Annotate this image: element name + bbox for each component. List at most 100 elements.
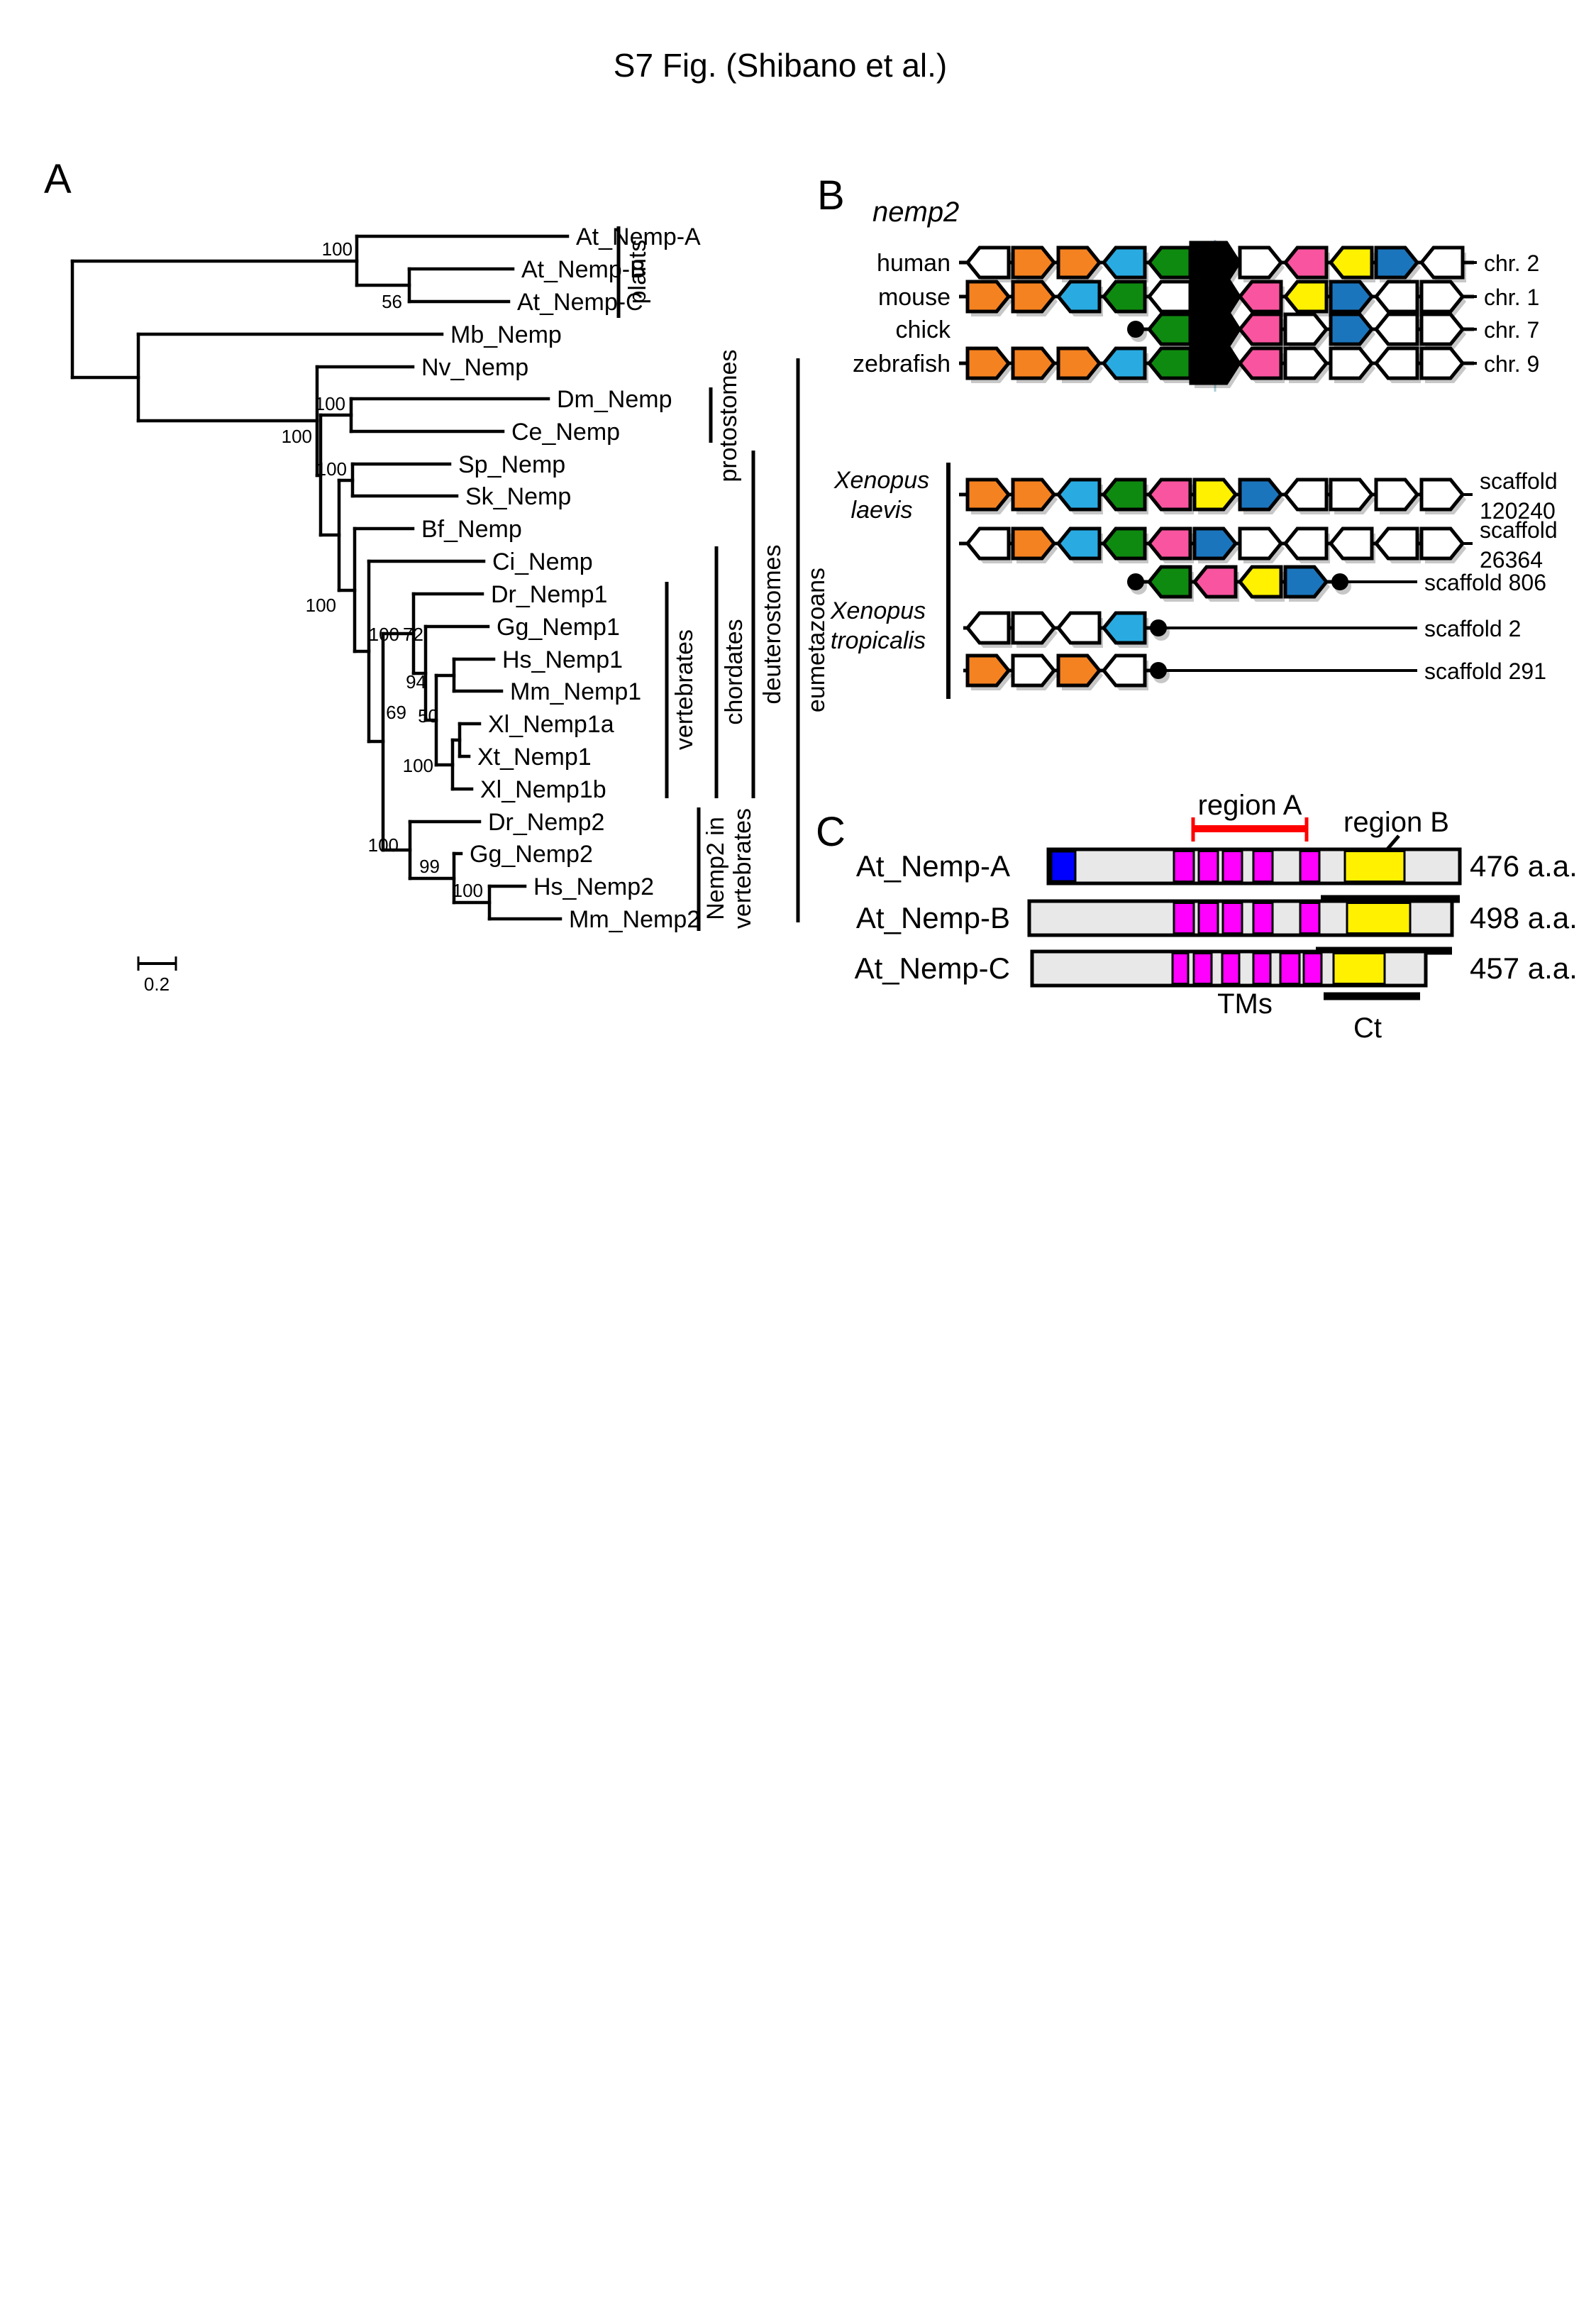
taxon-label: Dm_Nemp — [557, 386, 672, 413]
species-name-italic: tropicalis — [831, 627, 926, 654]
gene-arrow-green — [1146, 346, 1192, 380]
gene-end-dot — [1127, 321, 1144, 338]
taxon-label: Dr_Nemp1 — [491, 581, 607, 608]
gene-arrow-blue — [1374, 246, 1420, 280]
gene-arrow-yellow — [1237, 565, 1283, 599]
gene-arrow-white — [1283, 346, 1329, 380]
protein-name: At_Nemp-B — [856, 901, 1010, 934]
bootstrap-value: 100 — [322, 238, 353, 260]
taxon-label: Xl_Nemp1a — [488, 711, 614, 738]
tm-stripe — [1299, 902, 1321, 934]
gene-arrow-pink — [1237, 280, 1283, 314]
gene-arrow-pink — [1237, 346, 1283, 380]
panel-c-letter: C — [816, 809, 846, 855]
ct-domain — [1332, 952, 1386, 985]
gene-arrow-green — [1101, 280, 1147, 314]
taxon-label: Mm_Nemp1 — [510, 678, 641, 705]
gene-arrow-orange — [1011, 280, 1057, 314]
group-label: plants — [624, 240, 651, 304]
gene-arrow-orange — [1011, 346, 1057, 380]
gene-arrow-cyan — [1101, 611, 1147, 645]
locus-label: scaffold 806 — [1424, 570, 1546, 595]
taxon-label: At_Nemp-A — [576, 224, 701, 250]
protein-length: 457 a.a. — [1470, 951, 1578, 985]
taxon-label: At_Nemp-B — [521, 256, 646, 283]
taxon-label: Gg_Nemp1 — [497, 614, 620, 641]
taxon-label: Dr_Nemp2 — [488, 809, 604, 836]
gene-arrow-white — [1419, 346, 1465, 380]
gene-end-dot — [1150, 662, 1167, 679]
ct-domain — [1343, 850, 1406, 883]
taxon-label: Sp_Nemp — [458, 451, 565, 478]
gene-arrow-white — [1055, 611, 1102, 645]
taxon-label: Bf_Nemp — [421, 516, 522, 543]
gene-arrow-white — [1419, 280, 1465, 314]
gene-arrow-orange — [1011, 246, 1057, 280]
taxon-label: Ci_Nemp — [492, 548, 593, 575]
gene-arrow-green — [1101, 478, 1147, 512]
gene-arrow-orange — [965, 280, 1012, 314]
protein-domain-diagram: At_Nemp-A 476 a.a. At_Nemp-B 498 a.a. At_Nem… — [855, 817, 1578, 1000]
gene-arrow-blue — [1329, 312, 1375, 346]
tm-stripe — [1197, 850, 1219, 883]
figure-title: S7 Fig. (Shibano et al.) — [614, 47, 947, 84]
species-label: mouse — [878, 284, 951, 311]
taxon-label: At_Nemp-C — [517, 289, 643, 316]
bootstrap-value: 100 — [453, 880, 483, 901]
gene-arrow-green — [1101, 526, 1147, 561]
gene-arrow-pink — [1146, 478, 1192, 512]
gene-arrow-blue — [1192, 526, 1238, 561]
taxon-label: Sk_Nemp — [465, 483, 571, 510]
tm-stripe — [1173, 850, 1195, 883]
bootstrap-value: 50 — [418, 705, 438, 727]
gene-arrow-white — [1419, 312, 1465, 346]
taxon-label: Mb_Nemp — [450, 321, 562, 348]
tm-stripe — [1197, 902, 1219, 934]
gene-arrow-cyan — [1055, 526, 1102, 561]
protein-length: 476 a.a. — [1470, 849, 1578, 883]
gene-arrow-pink — [1282, 246, 1329, 280]
bootstrap-value: 100 — [368, 834, 399, 856]
gene-arrow-pink — [1146, 526, 1192, 561]
scalebar-label: 0.2 — [144, 973, 170, 995]
taxon-label: Hs_Nemp2 — [533, 873, 654, 900]
gene-arrow-orange — [1011, 478, 1057, 512]
bootstrap-value: 100 — [316, 458, 347, 480]
gene-arrow-white — [1373, 280, 1419, 314]
gene-arrow-blue — [1238, 478, 1284, 512]
bootstrap-value: 100 — [369, 624, 399, 645]
ct-label: Ct — [1353, 1013, 1382, 1044]
gene-arrow-pink — [1192, 565, 1238, 599]
group-label: vertebrates — [729, 808, 756, 929]
locus-label: scaffold — [1480, 468, 1558, 494]
tm-stripe — [1192, 952, 1213, 985]
gene-arrow-orange — [1056, 653, 1102, 688]
gene-arrow-white — [1373, 346, 1419, 380]
bootstrap-value: 56 — [382, 291, 402, 312]
gene-arrow-pink — [1237, 312, 1283, 346]
bootstrap-value: 100 — [282, 426, 312, 447]
region-b-label: region B — [1343, 807, 1449, 838]
locus-label: 26364 — [1480, 547, 1543, 573]
tm-stripe — [1252, 952, 1272, 985]
tm-stripe — [1221, 850, 1243, 883]
taxon-label: Xt_Nemp1 — [477, 744, 592, 771]
tm-stripe — [1221, 952, 1241, 985]
gene-arrow-orange — [965, 653, 1012, 688]
taxon-label: Gg_Nemp2 — [470, 841, 593, 868]
gene-arrow-cyan — [1101, 346, 1147, 380]
protein-name: At_Nemp-A — [856, 849, 1010, 883]
bootstrap-value: 100 — [306, 595, 336, 616]
gene-end-dot — [1127, 573, 1144, 590]
gene-arrow-white — [1146, 280, 1192, 314]
gene-arrow-white — [1329, 346, 1375, 380]
gene-arrow-white — [1373, 526, 1419, 561]
group-label: chordates — [721, 619, 748, 724]
gene-arrow-blue — [1329, 280, 1375, 314]
locus-label: 120240 — [1480, 498, 1556, 524]
species-label: human — [877, 250, 951, 277]
gene-arrow-white — [1283, 312, 1329, 346]
nterm-domain — [1050, 850, 1077, 883]
